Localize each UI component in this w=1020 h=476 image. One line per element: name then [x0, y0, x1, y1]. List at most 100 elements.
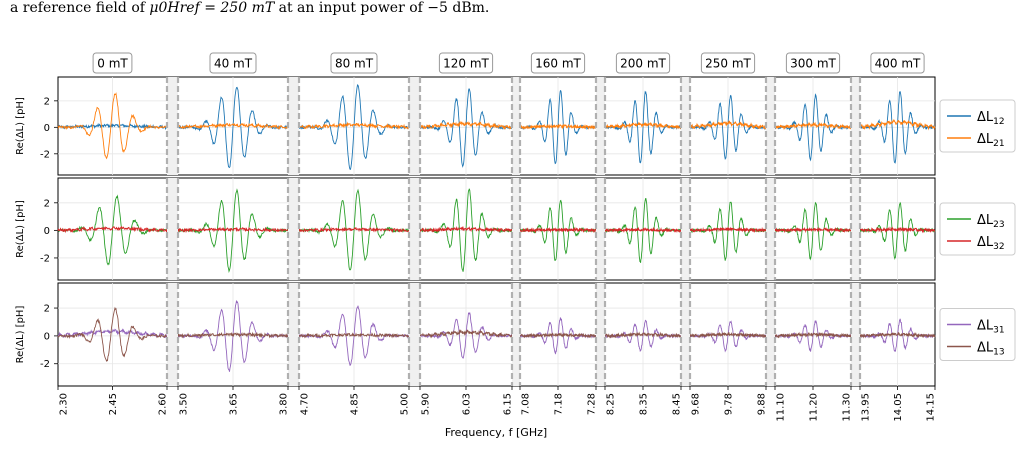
series-line-32 — [604, 226, 682, 234]
axis-break — [851, 283, 860, 386]
field-label: 120 mT — [443, 57, 489, 71]
field-label: 250 mT — [705, 57, 751, 71]
axis-break — [512, 283, 520, 386]
axis-break — [512, 178, 520, 280]
legend-sub: 31 — [993, 326, 1004, 336]
legend-entry-23: ΔL23 — [977, 213, 1005, 230]
axis-break — [681, 283, 690, 386]
x-tick-label: 9.78 — [724, 393, 735, 415]
legend-sub: 21 — [993, 139, 1004, 149]
legend-name: ΔL — [977, 235, 994, 250]
y-tick-label: 0 — [44, 226, 50, 237]
series-line-21 — [774, 121, 852, 131]
series-line-32 — [859, 226, 936, 234]
field-label-box — [700, 52, 756, 74]
axis-break — [766, 178, 775, 280]
legend-box — [939, 202, 1016, 256]
y-tick-label: 0 — [44, 123, 50, 134]
series-line-13 — [419, 328, 513, 339]
series-line-13 — [859, 331, 936, 339]
y-tick-label: 2 — [44, 198, 50, 209]
x-tick-label: 7.28 — [587, 393, 598, 415]
axis-break — [851, 178, 860, 280]
x-tick-label: 11.20 — [809, 393, 820, 422]
x-tick-label: 4.70 — [300, 393, 311, 415]
x-tick-label: 6.15 — [503, 393, 514, 415]
series-line-21 — [419, 121, 513, 130]
y-tick-label: -2 — [40, 359, 50, 370]
series-line-13 — [519, 332, 597, 339]
legend-entry-31: ΔL31 — [977, 319, 1005, 336]
axis-break — [596, 178, 605, 280]
field-label-box — [530, 52, 586, 74]
x-tick-label: 9.88 — [757, 393, 768, 415]
axis-break — [512, 77, 520, 175]
field-label-box — [209, 52, 257, 74]
legend-name: ΔL — [977, 110, 994, 125]
axis-break — [851, 77, 860, 175]
legend-sub: 32 — [993, 242, 1004, 252]
series-line-32 — [774, 226, 852, 234]
legend-sub: 23 — [993, 220, 1004, 230]
series-line-32 — [689, 226, 767, 233]
axis-break — [596, 283, 605, 386]
series-line-13 — [604, 331, 682, 339]
legend-name: ΔL — [977, 341, 994, 356]
panel-frame — [57, 76, 936, 176]
axis-break — [766, 283, 775, 386]
panel-frame — [57, 177, 936, 281]
series-line-13 — [774, 331, 852, 339]
axis-break — [288, 77, 299, 175]
axis-break — [288, 283, 299, 386]
legend-sub: 12 — [993, 117, 1004, 127]
x-tick-label: 5.00 — [400, 393, 411, 415]
x-tick-label: 8.45 — [672, 393, 683, 415]
x-tick-label: 13.95 — [861, 393, 872, 422]
caption-math: μ0Href = 250 mT — [149, 0, 275, 16]
x-tick-label: 6.03 — [462, 393, 473, 415]
legend-entry-21: ΔL21 — [977, 132, 1005, 149]
x-tick-label: 2.30 — [59, 393, 70, 415]
x-tick-label: 7.18 — [554, 393, 565, 415]
axis-break — [409, 283, 420, 386]
y-axis-label: Re(ΔL) [pH] — [15, 306, 26, 364]
series-line-13 — [57, 306, 168, 362]
series-line-32 — [177, 226, 289, 234]
legend-name: ΔL — [977, 319, 994, 334]
field-label: 400 mT — [875, 57, 921, 71]
x-tick-label: 2.60 — [158, 393, 169, 415]
x-tick-label: 11.30 — [842, 393, 853, 422]
axis-break — [167, 283, 178, 386]
legend-box — [939, 99, 1016, 153]
field-label: 40 mT — [214, 57, 253, 71]
x-tick-label: 14.15 — [926, 393, 937, 422]
panel-frame — [57, 282, 936, 387]
x-tick-label: 8.25 — [606, 393, 617, 415]
series-line-13 — [177, 331, 289, 339]
y-tick-label: 2 — [44, 304, 50, 315]
axis-break — [167, 77, 178, 175]
figure-caption: a reference field of μ0Href = 250 mT at … — [10, 0, 489, 16]
axis-break — [681, 77, 690, 175]
x-tick-label: 14.05 — [893, 393, 904, 422]
x-tick-label: 9.68 — [691, 393, 702, 415]
series-line-12 — [859, 91, 936, 164]
series-line-32 — [419, 226, 513, 233]
legend-sub: 13 — [993, 348, 1004, 358]
field-label: 160 mT — [535, 57, 581, 71]
legend-entry-32: ΔL32 — [977, 235, 1005, 252]
axis-break — [288, 178, 299, 280]
y-axis-label: Re(ΔL) [pH] — [15, 200, 26, 258]
field-label-box — [785, 52, 841, 74]
series-line-21 — [519, 123, 597, 131]
axis-break — [681, 178, 690, 280]
caption-prefix: a reference field of — [10, 0, 150, 16]
x-tick-label: 3.50 — [179, 393, 190, 415]
legend-name: ΔL — [977, 213, 994, 228]
y-tick-label: -2 — [40, 149, 50, 160]
series-line-13 — [298, 332, 410, 339]
field-label: 0 mT — [97, 57, 128, 71]
